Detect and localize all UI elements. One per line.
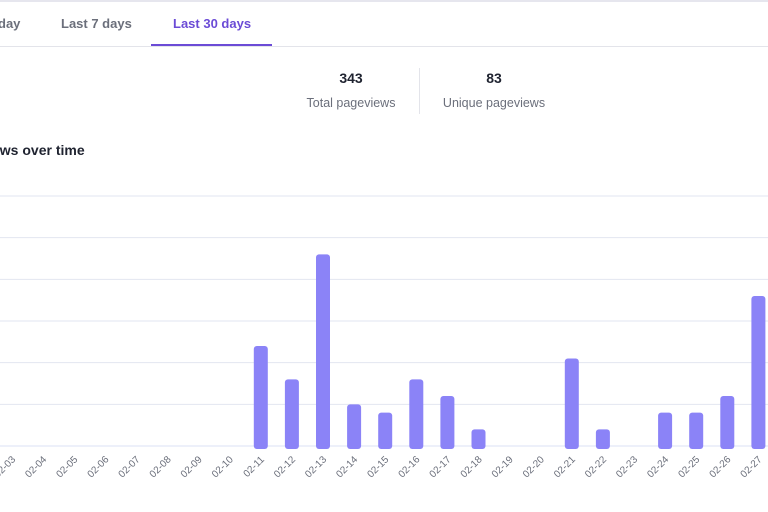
tab-day[interactable]: day — [0, 16, 21, 31]
bar-02-13[interactable] — [316, 254, 330, 449]
tab-last-30-days[interactable]: Last 30 days — [173, 16, 252, 31]
bar-02-26[interactable] — [720, 396, 735, 449]
total-pageviews-value: 343 — [339, 70, 363, 86]
bar-02-27[interactable] — [751, 296, 766, 449]
x-tick-label: 02-07 — [117, 454, 143, 480]
x-tick-label: 02-14 — [334, 454, 360, 480]
x-tick-label: 02-18 — [459, 454, 485, 480]
bar-02-18[interactable] — [471, 429, 486, 449]
x-tick-label: 02-11 — [242, 454, 268, 480]
x-tick-label: 02-23 — [614, 454, 640, 480]
range-tabs: day Last 7 days Last 30 days — [0, 0, 768, 47]
chart-title: ews over time — [0, 142, 85, 158]
x-tick-label: 02-25 — [676, 454, 702, 480]
top-border — [0, 0, 768, 2]
x-tick-label: 02-26 — [708, 454, 734, 480]
bar-02-14[interactable] — [347, 404, 362, 449]
x-tick-label: 02-05 — [54, 454, 80, 480]
bar-02-12[interactable] — [284, 379, 299, 449]
x-tick-label: 02-20 — [521, 454, 547, 480]
x-tick-label: 02-19 — [490, 454, 516, 480]
pageviews-bar-chart: 02-03 02-04 02-05 02-06 02-07 02-08 02-09 02-10… — [0, 195, 768, 480]
x-tick-label: 02-10 — [210, 454, 236, 480]
x-tick-label: 02-03 — [0, 454, 18, 480]
unique-pageviews-value: 83 — [486, 70, 502, 86]
bar-02-25[interactable] — [689, 412, 704, 449]
total-pageviews-stat: 343 Total pageviews — [291, 68, 411, 112]
x-tick-label: 02-24 — [645, 454, 671, 480]
x-tick-label: 02-15 — [365, 454, 391, 480]
bar-02-16[interactable] — [409, 379, 424, 449]
x-tick-label: 02-12 — [272, 454, 298, 480]
bar-02-17[interactable] — [440, 396, 455, 449]
stats-divider — [419, 68, 420, 114]
bar-02-15[interactable] — [378, 412, 393, 449]
x-tick-label: 02-09 — [179, 454, 205, 480]
tab-last-7-days[interactable]: Last 7 days — [61, 16, 132, 31]
x-tick-label: 02-16 — [397, 454, 423, 480]
unique-pageviews-label: Unique pageviews — [442, 96, 546, 110]
x-tick-label: 02-27 — [739, 454, 765, 480]
active-tab-indicator — [151, 44, 272, 46]
total-pageviews-label: Total pageviews — [306, 96, 396, 110]
bar-02-21[interactable] — [564, 358, 579, 450]
bar-02-22[interactable] — [595, 429, 610, 449]
bar-02-24[interactable] — [658, 412, 673, 449]
x-tick-label: 02-08 — [148, 454, 174, 480]
bar-02-11[interactable] — [253, 346, 268, 449]
x-tick-label: 02-06 — [86, 454, 112, 480]
x-tick-label: 02-13 — [303, 454, 329, 480]
unique-pageviews-stat: 83 Unique pageviews — [434, 68, 554, 112]
x-tick-label: 02-17 — [428, 454, 454, 480]
x-tick-label: 02-21 — [552, 454, 578, 480]
x-tick-label: 02-22 — [583, 454, 609, 480]
x-tick-label: 02-04 — [23, 454, 49, 480]
